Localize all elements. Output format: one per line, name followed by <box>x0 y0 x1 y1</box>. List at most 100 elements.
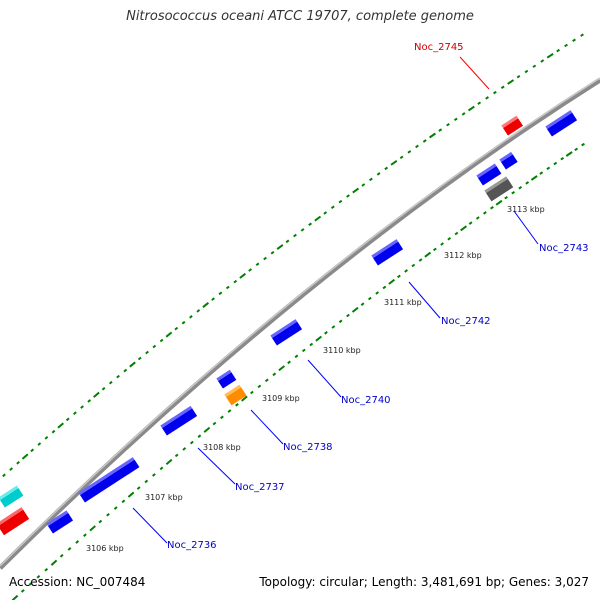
ruler-tick <box>300 228 305 232</box>
ruler-tick <box>294 354 299 359</box>
ruler-tick <box>539 171 544 175</box>
ruler-tick <box>196 309 201 313</box>
gene-red-left[interactable] <box>0 507 30 536</box>
ruler-tick <box>580 33 584 37</box>
tick-label: 3109 kbp <box>262 394 300 403</box>
ruler-tick <box>159 466 164 471</box>
gene-label-noc-2736[interactable]: Noc_2736 <box>167 540 217 551</box>
ruler-tick <box>127 491 135 498</box>
ruler-tick <box>227 409 232 413</box>
gene-noc-2745[interactable] <box>501 115 523 136</box>
ruler-tick <box>293 233 297 238</box>
ruler-tick <box>331 325 336 329</box>
ruler-tick <box>144 479 149 484</box>
tick-label: 3112 kbp <box>444 251 482 260</box>
ruler-tick <box>468 221 473 225</box>
genome-backbone <box>0 77 600 570</box>
ruler-tick <box>483 211 487 215</box>
ruler-tick <box>440 242 444 246</box>
ruler-tick <box>287 360 291 365</box>
ruler-tick <box>485 96 489 100</box>
ruler-tick <box>37 442 42 446</box>
ruler-tick <box>16 461 20 465</box>
ruler-tick <box>382 285 387 290</box>
ruler-tick <box>9 467 13 471</box>
gene-label-noc-2745[interactable]: Noc_2745 <box>414 42 464 53</box>
ruler-tick <box>388 278 396 285</box>
ruler-tick <box>197 434 202 438</box>
ruler-tick <box>225 285 230 290</box>
ruler-tick <box>361 183 366 187</box>
ruler-tick <box>460 225 467 232</box>
ruler-tick <box>516 74 521 79</box>
gene-label-noc-2743[interactable]: Noc_2743 <box>539 243 589 254</box>
ruler-tick <box>467 105 475 112</box>
gene-top-right[interactable] <box>545 110 578 137</box>
ruler-tick <box>137 356 142 361</box>
ruler-tick <box>572 38 576 42</box>
ruler-tick <box>397 274 401 279</box>
gene-noc-2740[interactable] <box>270 319 303 346</box>
ruler-tick <box>390 159 398 166</box>
ruler-tick <box>89 525 96 532</box>
gene-label-noc-2740[interactable]: Noc_2740 <box>341 395 391 406</box>
ruler-tick <box>564 43 568 48</box>
ruler-tick <box>129 361 136 368</box>
ruler-tick <box>182 447 187 451</box>
ruler-tick <box>546 166 551 171</box>
tick-label: 3113 kbp <box>507 205 545 214</box>
ruler-tick <box>44 436 49 440</box>
ruler-tick <box>159 338 164 343</box>
ruler-tick <box>424 251 432 258</box>
ruler-tick <box>422 139 427 143</box>
ruler-tick <box>376 172 381 176</box>
tick-label: 3107 kbp <box>145 493 183 502</box>
ruler-tick <box>346 313 350 318</box>
gene-noc-2738[interactable] <box>224 384 247 406</box>
ruler-tick <box>106 512 110 517</box>
gene-label-noc-2737[interactable]: Noc_2737 <box>235 482 285 493</box>
ruler-tick <box>560 156 565 161</box>
ruler-tick <box>581 142 585 147</box>
gene-rev-2[interactable] <box>216 369 237 389</box>
gene-noc-2736[interactable] <box>78 457 140 503</box>
ruler-tick <box>136 486 141 490</box>
ruler-tick <box>235 403 239 407</box>
ruler-tick <box>20 589 25 593</box>
map-title: Nitrosococcus oceani ATCC 19707, complet… <box>126 9 474 24</box>
ruler-tick <box>44 567 49 572</box>
gene-rev-1[interactable] <box>46 510 74 534</box>
ruler-tick <box>80 405 84 409</box>
label-lines <box>132 56 539 544</box>
ruler-tick <box>28 581 33 586</box>
ruler-tick <box>525 181 530 185</box>
gene-noc-2743[interactable] <box>484 176 514 202</box>
ruler-tick <box>65 417 70 422</box>
ruler-tick <box>429 132 436 139</box>
gene-rev-4[interactable] <box>499 151 518 170</box>
gene-noc-2737[interactable] <box>160 405 198 436</box>
ruler-tick <box>174 326 179 331</box>
ruler-tick <box>433 247 437 252</box>
ruler-tick <box>264 378 269 383</box>
ruler-tick <box>524 69 529 74</box>
ruler-tick <box>108 380 113 385</box>
ruler-tick <box>165 458 173 465</box>
ruler-tick <box>446 122 450 127</box>
gene-noc-2742[interactable] <box>371 239 404 266</box>
gene-label-noc-2738[interactable]: Noc_2738 <box>283 442 333 453</box>
ruler-tick <box>263 256 267 261</box>
forward-genes <box>0 110 578 536</box>
ruler-tick <box>477 101 482 105</box>
ruler-tick <box>203 426 211 433</box>
ruler-tick <box>152 473 156 477</box>
ruler-tick <box>338 199 343 204</box>
ruler-tick <box>21 453 29 460</box>
ruler-tick <box>57 422 64 429</box>
gene-label-noc-2742[interactable]: Noc_2742 <box>441 316 491 327</box>
ruler-tick <box>212 421 217 426</box>
accession-text: Accession: NC_007484 <box>9 575 146 589</box>
gene-rev-3[interactable] <box>476 163 502 186</box>
gene-cyan[interactable] <box>0 485 24 508</box>
